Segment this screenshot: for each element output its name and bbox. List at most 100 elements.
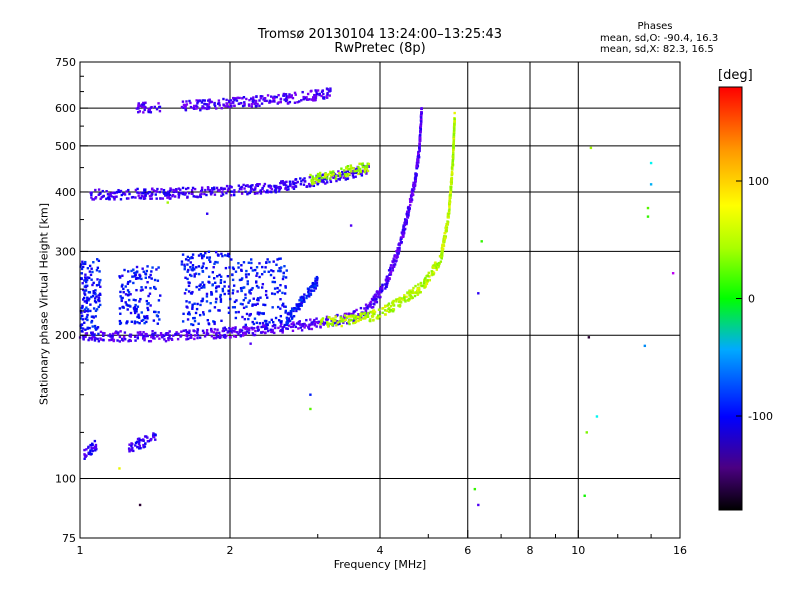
data-point	[252, 322, 256, 326]
data-point	[403, 298, 406, 302]
data-point	[255, 284, 259, 288]
data-point	[84, 289, 88, 292]
data-point	[287, 312, 291, 316]
data-point	[186, 263, 189, 266]
data-point	[93, 439, 97, 443]
data-point	[142, 270, 145, 273]
data-point	[413, 187, 416, 191]
data-point	[112, 338, 116, 342]
data-point	[448, 206, 451, 209]
data-point	[92, 307, 96, 310]
data-point	[187, 311, 191, 314]
data-point	[237, 332, 240, 336]
data-point	[344, 173, 348, 176]
data-point	[406, 206, 410, 210]
data-point	[453, 129, 456, 132]
data-point	[117, 331, 120, 334]
data-point	[144, 286, 148, 289]
data-point	[116, 339, 119, 342]
data-point	[448, 199, 452, 202]
data-point	[272, 97, 275, 100]
data-point	[234, 326, 237, 329]
data-point	[431, 266, 434, 269]
data-point	[324, 182, 327, 185]
data-point	[285, 327, 288, 330]
data-point	[334, 315, 337, 318]
data-point	[203, 286, 206, 289]
data-point	[189, 101, 192, 105]
data-point	[241, 303, 244, 306]
data-point	[351, 169, 354, 173]
data-point	[419, 136, 422, 139]
data-point	[184, 276, 187, 280]
data-point	[278, 289, 281, 292]
data-point	[263, 99, 267, 103]
data-point	[187, 337, 190, 341]
data-point	[233, 189, 236, 192]
data-point	[209, 100, 212, 104]
data-point	[82, 288, 85, 292]
data-point	[194, 272, 198, 275]
data-point	[93, 297, 97, 300]
data-point	[376, 295, 379, 298]
data-point	[213, 262, 216, 266]
data-point	[410, 195, 413, 199]
data-point	[416, 155, 420, 159]
data-point	[97, 283, 101, 286]
data-point	[121, 274, 124, 277]
data-point	[111, 336, 114, 340]
data-point	[246, 280, 249, 283]
data-point	[291, 316, 294, 319]
data-point	[201, 299, 204, 303]
data-point	[392, 259, 396, 262]
outlier-point	[309, 407, 312, 411]
data-point	[95, 295, 98, 298]
data-point	[97, 332, 100, 336]
data-point	[121, 337, 124, 341]
data-point	[142, 192, 145, 195]
data-point	[251, 269, 255, 272]
data-point	[398, 243, 401, 247]
data-point	[117, 188, 120, 192]
data-point	[79, 263, 83, 266]
data-point	[250, 187, 254, 191]
data-point	[399, 241, 403, 244]
data-point	[154, 331, 157, 335]
data-point	[218, 331, 221, 335]
data-point	[126, 304, 129, 307]
data-point	[253, 192, 257, 195]
data-point	[134, 196, 137, 199]
data-point	[258, 99, 261, 102]
data-point	[143, 334, 146, 338]
data-point	[164, 339, 168, 343]
data-point	[391, 269, 395, 272]
data-point	[220, 194, 223, 197]
data-point	[119, 290, 122, 294]
data-point	[247, 261, 251, 264]
data-point	[352, 319, 355, 323]
data-point	[140, 311, 143, 314]
data-point	[299, 177, 302, 180]
data-point	[184, 191, 187, 194]
data-point	[262, 312, 265, 315]
data-point	[379, 290, 383, 294]
data-point	[248, 289, 251, 292]
data-point	[215, 290, 218, 293]
data-point	[153, 337, 156, 340]
data-point	[132, 268, 135, 271]
data-point	[381, 311, 384, 315]
data-point	[238, 278, 242, 282]
data-point	[144, 194, 147, 197]
y-tick-label: 200	[55, 329, 76, 342]
data-point	[239, 186, 243, 189]
data-point	[279, 269, 282, 273]
data-point	[372, 309, 376, 312]
data-point	[261, 282, 265, 286]
data-point	[408, 289, 412, 292]
data-point	[177, 187, 181, 190]
data-point	[205, 328, 209, 332]
outlier-point	[309, 393, 312, 396]
data-point	[322, 92, 325, 96]
data-point	[251, 99, 254, 103]
data-point	[139, 289, 143, 292]
